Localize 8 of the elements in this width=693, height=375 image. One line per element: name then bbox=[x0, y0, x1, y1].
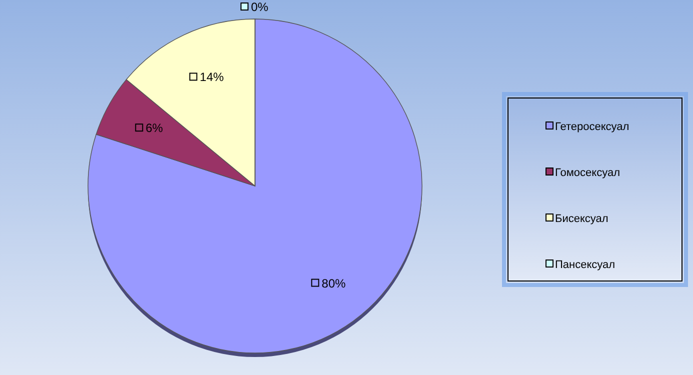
legend-label: Пансексуал bbox=[555, 259, 616, 271]
data-label: 6% bbox=[146, 121, 164, 136]
slice-label: Гетеросексуал bbox=[555, 121, 630, 133]
legend-label: Гомосексуал bbox=[555, 167, 620, 179]
data-label: 14% bbox=[200, 70, 224, 84]
text: 0% bbox=[251, 0, 268, 14]
data-label: 80% bbox=[322, 276, 346, 290]
legend-label: Бисексуал bbox=[555, 213, 608, 225]
